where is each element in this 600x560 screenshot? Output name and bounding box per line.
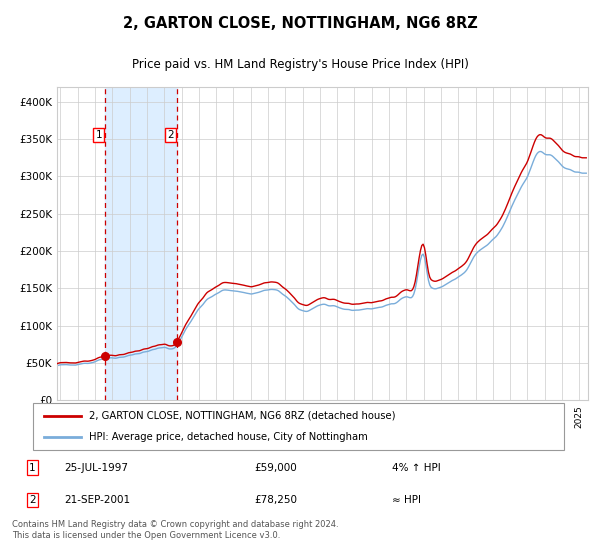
Text: 2: 2 bbox=[167, 130, 174, 141]
FancyBboxPatch shape bbox=[33, 403, 564, 450]
Text: Contains HM Land Registry data © Crown copyright and database right 2024.
This d: Contains HM Land Registry data © Crown c… bbox=[12, 520, 338, 539]
Text: 25-JUL-1997: 25-JUL-1997 bbox=[64, 463, 128, 473]
Text: Price paid vs. HM Land Registry's House Price Index (HPI): Price paid vs. HM Land Registry's House … bbox=[131, 58, 469, 72]
Text: £78,250: £78,250 bbox=[254, 495, 297, 505]
Text: 4% ↑ HPI: 4% ↑ HPI bbox=[392, 463, 441, 473]
Text: 1: 1 bbox=[29, 463, 35, 473]
Text: HPI: Average price, detached house, City of Nottingham: HPI: Average price, detached house, City… bbox=[89, 432, 368, 442]
Text: 1: 1 bbox=[95, 130, 102, 141]
Bar bbox=[105, 87, 176, 400]
Text: 2, GARTON CLOSE, NOTTINGHAM, NG6 8RZ: 2, GARTON CLOSE, NOTTINGHAM, NG6 8RZ bbox=[122, 16, 478, 31]
Text: ≈ HPI: ≈ HPI bbox=[392, 495, 421, 505]
Text: 21-SEP-2001: 21-SEP-2001 bbox=[64, 495, 130, 505]
Text: £59,000: £59,000 bbox=[254, 463, 296, 473]
Text: 2: 2 bbox=[29, 495, 35, 505]
Text: 2, GARTON CLOSE, NOTTINGHAM, NG6 8RZ (detached house): 2, GARTON CLOSE, NOTTINGHAM, NG6 8RZ (de… bbox=[89, 410, 395, 421]
